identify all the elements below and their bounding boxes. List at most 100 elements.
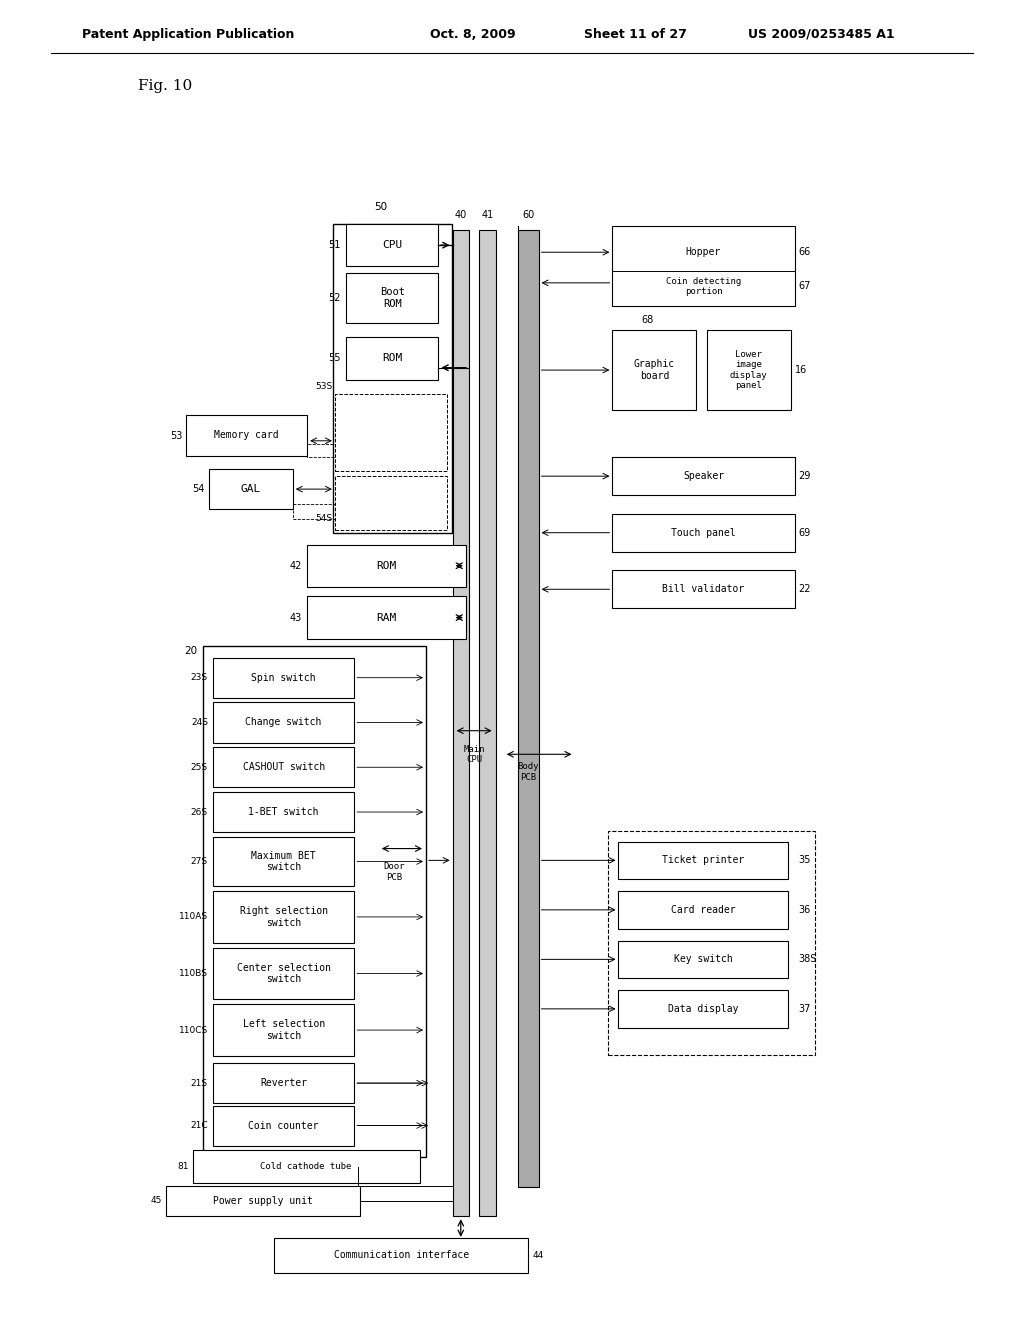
FancyBboxPatch shape	[608, 830, 815, 1055]
Text: 69: 69	[799, 528, 811, 537]
Text: 21S: 21S	[190, 1078, 208, 1088]
Text: 54S: 54S	[315, 513, 333, 523]
Bar	[479, 230, 496, 1216]
Text: 20: 20	[184, 645, 198, 656]
Text: Center selection
switch: Center selection switch	[237, 962, 331, 985]
FancyBboxPatch shape	[213, 657, 354, 698]
FancyBboxPatch shape	[166, 1185, 360, 1216]
FancyBboxPatch shape	[618, 842, 788, 879]
FancyBboxPatch shape	[618, 891, 788, 929]
FancyBboxPatch shape	[213, 891, 354, 942]
FancyBboxPatch shape	[335, 393, 447, 471]
FancyBboxPatch shape	[213, 948, 354, 999]
FancyBboxPatch shape	[307, 544, 466, 587]
Text: Body
PCB: Body PCB	[518, 762, 539, 781]
Text: Card reader: Card reader	[671, 904, 736, 915]
Text: 51: 51	[329, 240, 341, 251]
Text: GAL: GAL	[241, 484, 261, 494]
FancyBboxPatch shape	[307, 597, 466, 639]
Text: 38S: 38S	[799, 954, 817, 965]
Text: 66: 66	[799, 247, 811, 257]
Text: 36: 36	[799, 904, 811, 915]
Text: ROM: ROM	[382, 354, 402, 363]
FancyBboxPatch shape	[707, 330, 791, 411]
Text: Power supply unit: Power supply unit	[213, 1196, 313, 1206]
FancyBboxPatch shape	[193, 1150, 420, 1183]
Text: 52: 52	[329, 293, 341, 304]
Text: 55: 55	[329, 354, 341, 363]
FancyBboxPatch shape	[213, 1106, 354, 1146]
Text: 16: 16	[795, 366, 807, 375]
Text: 42: 42	[290, 561, 302, 570]
Text: 45: 45	[151, 1196, 162, 1205]
FancyBboxPatch shape	[612, 513, 795, 552]
FancyBboxPatch shape	[213, 1063, 354, 1104]
FancyBboxPatch shape	[333, 224, 452, 533]
FancyBboxPatch shape	[346, 273, 438, 323]
Text: 21C: 21C	[190, 1121, 208, 1130]
FancyBboxPatch shape	[612, 570, 795, 609]
Text: 68: 68	[641, 315, 653, 325]
Text: 23S: 23S	[190, 673, 208, 682]
Text: Memory card: Memory card	[214, 430, 280, 441]
FancyBboxPatch shape	[213, 747, 354, 787]
Text: Ticket printer: Ticket printer	[663, 855, 744, 866]
Text: Left selection
switch: Left selection switch	[243, 1019, 325, 1041]
FancyBboxPatch shape	[612, 330, 696, 411]
FancyBboxPatch shape	[213, 792, 354, 832]
Text: 54: 54	[193, 484, 205, 494]
Text: Patent Application Publication: Patent Application Publication	[82, 28, 294, 41]
Text: 37: 37	[799, 1003, 811, 1014]
Text: Lower
image
display
panel: Lower image display panel	[730, 350, 767, 391]
Text: 53: 53	[170, 432, 182, 441]
Text: Bill validator: Bill validator	[663, 585, 744, 594]
Text: Hopper: Hopper	[686, 247, 721, 257]
Text: 22: 22	[799, 585, 811, 594]
Text: Right selection
switch: Right selection switch	[240, 906, 328, 928]
FancyBboxPatch shape	[203, 645, 426, 1158]
Text: 41: 41	[481, 210, 494, 220]
Bar	[518, 230, 539, 1187]
Text: Touch panel: Touch panel	[671, 528, 736, 537]
FancyBboxPatch shape	[213, 1005, 354, 1056]
Text: 27S: 27S	[190, 857, 208, 866]
FancyBboxPatch shape	[612, 226, 795, 306]
Text: Maximum BET
switch: Maximum BET switch	[251, 850, 316, 873]
Text: 53S: 53S	[315, 381, 333, 391]
Text: 29: 29	[799, 471, 811, 482]
Text: Coin detecting
portion: Coin detecting portion	[666, 277, 741, 296]
Text: CPU: CPU	[382, 240, 402, 251]
Text: Boot
ROM: Boot ROM	[380, 288, 404, 309]
FancyBboxPatch shape	[186, 414, 307, 457]
Text: Graphic
board: Graphic board	[634, 359, 675, 381]
Text: ROM: ROM	[377, 561, 396, 570]
Text: Cold cathode tube: Cold cathode tube	[260, 1163, 352, 1171]
Text: Sheet 11 of 27: Sheet 11 of 27	[584, 28, 686, 41]
Text: 40: 40	[455, 210, 467, 220]
Text: Oct. 8, 2009: Oct. 8, 2009	[430, 28, 516, 41]
Text: 80: 80	[301, 1188, 313, 1197]
FancyBboxPatch shape	[618, 990, 788, 1028]
Text: Door
PCB: Door PCB	[384, 862, 404, 882]
FancyBboxPatch shape	[346, 337, 438, 380]
Text: 24S: 24S	[190, 718, 208, 727]
Text: 25S: 25S	[190, 763, 208, 772]
Text: RAM: RAM	[377, 612, 396, 623]
FancyBboxPatch shape	[213, 702, 354, 742]
Text: 110BS: 110BS	[179, 969, 208, 978]
FancyBboxPatch shape	[612, 457, 795, 495]
Text: 110CS: 110CS	[178, 1026, 208, 1035]
Text: 50: 50	[374, 202, 387, 213]
Text: 35: 35	[799, 855, 811, 866]
Text: 1-BET switch: 1-BET switch	[249, 807, 318, 817]
Text: Data display: Data display	[669, 1003, 738, 1014]
Text: Fig. 10: Fig. 10	[138, 79, 193, 92]
Text: 60: 60	[522, 210, 535, 220]
Text: Main
CPU: Main CPU	[464, 744, 484, 764]
FancyBboxPatch shape	[274, 1238, 528, 1272]
Text: 43: 43	[290, 612, 302, 623]
FancyBboxPatch shape	[618, 940, 788, 978]
Text: 26S: 26S	[190, 808, 208, 817]
FancyBboxPatch shape	[213, 837, 354, 886]
Text: Communication interface: Communication interface	[334, 1250, 469, 1261]
